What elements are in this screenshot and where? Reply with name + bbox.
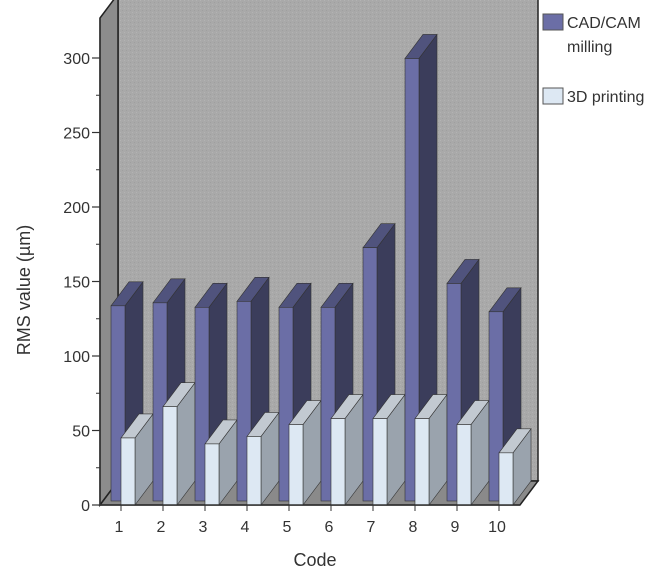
legend-swatch (542, 87, 564, 105)
legend-label: milling (567, 39, 612, 56)
x-tick-label: 4 (241, 519, 250, 536)
bar-front (372, 418, 388, 506)
bar-printing-2 (162, 381, 196, 506)
bar-milling-8 (404, 33, 438, 502)
bar-front (204, 443, 220, 506)
bar-printing-10 (498, 427, 532, 506)
bar-front (120, 437, 136, 506)
y-tick-label: 250 (63, 126, 90, 143)
legend-label: CAD/CAM (567, 15, 641, 32)
x-tick-label: 9 (451, 519, 460, 536)
bar-front (404, 58, 420, 502)
y-axis-title: RMS value (µm) (14, 225, 34, 355)
x-tick-label: 10 (488, 519, 506, 536)
x-tick-label: 2 (157, 519, 166, 536)
y-tick-label: 100 (63, 349, 90, 366)
legend-item-milling: CAD/CAM milling (542, 13, 641, 56)
bar-printing-8 (414, 393, 448, 506)
x-tick-label: 1 (115, 519, 124, 536)
x-axis-title: Code (293, 550, 336, 570)
x-tick-label: 5 (283, 519, 292, 536)
bar-front (162, 406, 178, 506)
bar-printing-6 (330, 393, 364, 506)
x-tick-label: 6 (325, 519, 334, 536)
bar-front (414, 418, 430, 506)
x-tick-label: 3 (199, 519, 208, 536)
bar-printing-4 (246, 411, 280, 506)
bar-printing-5 (288, 399, 322, 506)
bars (110, 33, 532, 506)
bar-front (288, 424, 304, 506)
x-tick-label: 7 (367, 519, 376, 536)
legend-item-printing: 3D printing (542, 87, 644, 106)
legend: CAD/CAM milling 3D printing (542, 13, 644, 106)
y-tick-label: 200 (63, 200, 90, 217)
legend-label: 3D printing (567, 89, 644, 106)
legend-swatch (542, 13, 564, 31)
bar-front (498, 452, 514, 506)
y-tick-label: 150 (63, 275, 90, 292)
bar-front (456, 424, 472, 506)
bar-printing-3 (204, 419, 238, 506)
bar-printing-7 (372, 393, 406, 506)
bar-front (246, 436, 262, 506)
x-tick-label: 8 (409, 519, 418, 536)
axes: 0 50 100 150 200 250 300 1 2 3 4 5 6 7 8 9 10 (63, 18, 520, 536)
y-tick-label: 50 (72, 424, 90, 441)
y-tick-label: 300 (63, 51, 90, 68)
bar-front (330, 418, 346, 506)
y-tick-label: 0 (81, 498, 90, 515)
